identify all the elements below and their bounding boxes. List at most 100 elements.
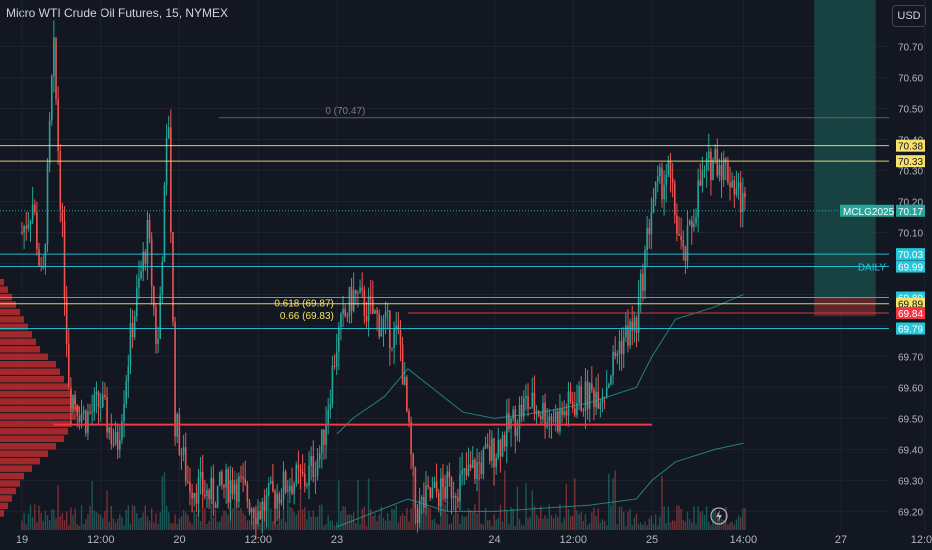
volume-bar (159, 512, 161, 530)
volume-bar (731, 521, 733, 530)
volume-bar (540, 506, 542, 530)
candle-body (716, 148, 719, 176)
candle-body (480, 462, 483, 474)
volume-bar (23, 513, 25, 530)
volume-bar (199, 520, 202, 530)
candle-body (316, 459, 319, 476)
candle-body (722, 158, 725, 180)
candle-body (622, 337, 625, 354)
price-level-badge-text: 69.99 (898, 263, 923, 274)
candle-body (114, 431, 117, 445)
volume-bar (308, 510, 310, 530)
candle-body (127, 366, 130, 382)
y-tick-label: 69.40 (898, 445, 923, 456)
volume-bar (667, 506, 670, 530)
volume-bar (678, 505, 680, 530)
volume-bar (176, 524, 178, 530)
volume-bar (151, 508, 153, 530)
candle-body (559, 408, 561, 432)
candle-body (48, 120, 51, 165)
volume-bar (644, 521, 646, 530)
candle-body (276, 493, 278, 509)
candle-body (505, 413, 508, 447)
volume-bar (299, 476, 302, 530)
candle-body (497, 439, 500, 458)
volume-bar (244, 515, 246, 530)
x-tick-label: 23 (331, 534, 343, 546)
volume-bar (484, 507, 487, 530)
y-tick-label: 69.30 (898, 476, 923, 487)
candle-body (699, 180, 702, 186)
volume-bar (172, 523, 174, 530)
candle-body (312, 455, 315, 477)
volume-bar (550, 515, 553, 530)
volume-bar (240, 508, 242, 530)
candle-body (399, 330, 402, 345)
currency-button[interactable]: USD (892, 5, 926, 27)
volume-bar (238, 510, 240, 530)
volume-bar (76, 524, 78, 530)
volume-profile-bar (0, 278, 4, 286)
volume-bar (55, 518, 57, 530)
candle-body (471, 459, 474, 468)
volume-bar (261, 510, 263, 530)
volume-bar (21, 520, 23, 530)
volume-bar (469, 510, 472, 530)
candle-body (159, 294, 162, 340)
candle-body (667, 160, 670, 176)
volume-bar (533, 505, 536, 530)
volume-bar (121, 517, 123, 530)
candle-body (46, 164, 49, 245)
volume-bar (486, 520, 489, 530)
candle-body (350, 286, 353, 311)
candle-body (42, 266, 45, 268)
volume-bar (255, 505, 257, 530)
candle-body (327, 409, 329, 425)
volume-bar (608, 473, 610, 530)
volume-bar (163, 472, 166, 530)
volume-profile-bar (0, 368, 60, 375)
volume-profile-bar (0, 450, 48, 457)
volume-bar (489, 519, 491, 530)
volume-bar (59, 516, 61, 530)
last-price-badge (896, 204, 925, 217)
candle-body (38, 249, 40, 266)
candle-body (338, 327, 340, 352)
volume-bar (710, 525, 712, 530)
candle-body (429, 486, 432, 498)
candle-body (140, 271, 142, 279)
volume-bar (233, 470, 236, 530)
candle-body (707, 151, 710, 159)
volume-bar (712, 508, 714, 530)
volume-bar (501, 521, 504, 530)
volume-bar (627, 511, 629, 530)
volume-bar (444, 504, 446, 530)
candle-body (389, 310, 391, 349)
volume-bar (108, 521, 110, 530)
candle-body (21, 232, 23, 234)
candle-body (525, 396, 527, 399)
candle-body (718, 165, 721, 176)
y-tick-label: 69.70 (898, 352, 923, 363)
candle-body (138, 278, 140, 288)
candle-body (727, 162, 729, 183)
candle-body (182, 447, 185, 455)
candle-body (710, 151, 712, 181)
volume-bar (648, 518, 650, 530)
candle-body (673, 182, 676, 216)
volume-bar (705, 506, 708, 530)
volume-bar (531, 490, 533, 530)
volume-bar (682, 519, 684, 530)
candle-body (233, 484, 236, 494)
candle-body (291, 485, 293, 494)
volume-profile-bar (0, 428, 68, 435)
candle-body (540, 416, 542, 420)
candle-body (384, 311, 387, 319)
candle-body (535, 411, 538, 414)
candle-body (565, 410, 568, 416)
volume-profile-bar (0, 480, 20, 487)
volume-bar (548, 504, 551, 530)
volume-bar (561, 523, 563, 530)
volume-bar (657, 525, 659, 530)
